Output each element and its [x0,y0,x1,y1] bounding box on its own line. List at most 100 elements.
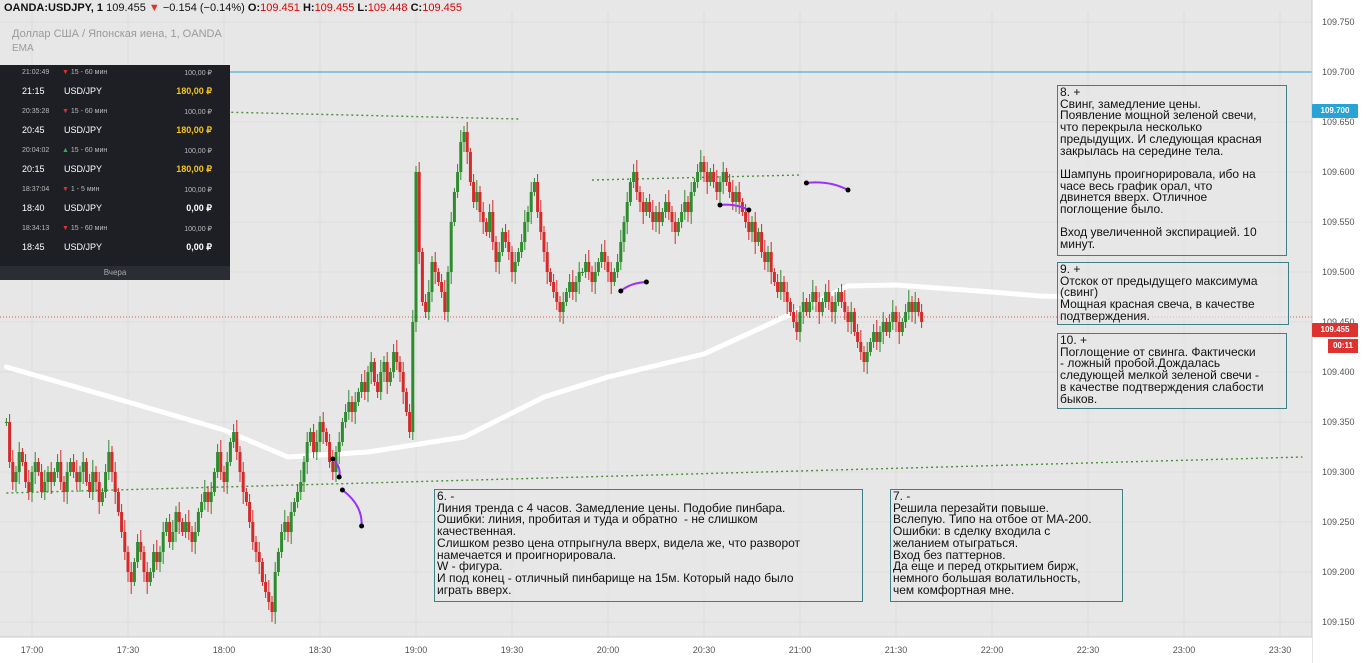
candle-body [78,472,82,482]
candle-body [504,232,508,242]
trade-expiry: 18:45 [22,242,45,252]
candle-body [260,562,264,582]
candle-body [596,262,600,272]
candle-body [273,572,277,612]
trade-duration-label: 15 - 60 мин [70,69,108,76]
candle-body [801,302,805,312]
trade-pair: USD/JPY [64,125,103,135]
time-tick-label: 18:00 [213,645,236,655]
trade-row[interactable]: 21:02:49 ▼ 15 - 60 мин 100,00 ₽ 21:15 USD/JP… [0,65,230,104]
candle-body [443,292,447,312]
time-axis-bg [0,637,1312,663]
note-6[interactable]: 6. - Линия тренда с 4 часов. Замедление … [434,489,863,602]
candle-body [452,192,456,222]
trade-row[interactable]: 18:37:04 ▼ 1 - 5 мин 100,00 ₽ 18:40 USD/JPY 0… [0,182,230,221]
time-tick-label: 21:30 [885,645,908,655]
candle-body [481,212,485,222]
candle-body [459,142,463,172]
trade-row[interactable]: 20:35:28 ▼ 15 - 60 мин 100,00 ₽ 20:45 USD/JP… [0,104,230,143]
candle-body [385,362,389,382]
arrow-down-icon: ▼ [62,186,69,193]
candle-body [507,242,511,252]
candle-body [30,472,34,492]
trade-row[interactable]: 18:34:13 ▼ 15 - 60 мин 100,00 ₽ 18:45 USD/JP… [0,221,230,260]
candle-body [315,442,319,452]
candle-body [174,512,178,532]
candle-body [760,232,764,252]
candle-body [865,352,869,362]
close-label: C: [410,2,423,14]
down-triangle-icon: ▼ [148,2,160,14]
price-tick-label: 109.650 [1322,117,1355,127]
candle-body [248,502,252,522]
trade-expiry: 20:45 [22,125,45,135]
candle-body [884,322,888,332]
candle-body [203,492,207,502]
candle-body [206,492,210,502]
candle-body [222,472,226,482]
candle-body [673,222,677,232]
note-9[interactable]: 9. + Отскок от предыдущего максимума (св… [1057,262,1289,325]
time-tick-label: 18:30 [309,645,332,655]
note-7[interactable]: 7. - Решила перезайти повыше. Вслепую. Т… [890,489,1123,602]
time-tick-label: 19:00 [405,645,428,655]
trade-exit-dot [746,207,752,213]
candle-body [145,572,149,582]
candle-body [692,182,696,192]
trade-exit-dot [359,523,365,529]
candle-body [424,302,428,312]
candle-body [510,252,514,272]
arrow-down-icon: ▼ [62,225,69,232]
candle-body [142,552,146,572]
candle-body [264,582,268,592]
candle-body [289,512,293,532]
time-tick-label: 20:30 [693,645,716,655]
candle-body [564,292,568,302]
trade-entry-dot [803,180,809,186]
candle-body [395,352,399,362]
candle-body [113,472,117,492]
candle-body [763,252,767,262]
candle-body [251,522,255,542]
candle-body [379,372,383,392]
candle-body [622,222,626,242]
candle-body [753,222,757,242]
candle-body [840,292,844,302]
time-axis[interactable]: 17:00 17:30 18:00 18:30 19:00 19:30 20:00 20:30… [0,636,1312,663]
candle-body [84,462,88,482]
candle-body [440,282,444,292]
candle-body [724,172,728,182]
trade-duration-label: 15 - 60 мин [70,225,108,232]
trades-footer[interactable]: Вчера [0,266,230,280]
candle-body [798,312,802,332]
high-label: H: [302,2,315,14]
trade-row[interactable]: 20:04:02 ▲ 15 - 60 мин 100,00 ₽ 20:15 USD/JP… [0,143,230,182]
trade-duration: ▼ 1 - 5 мин [62,186,99,193]
candle-body [392,352,396,372]
time-tick-label: 17:30 [117,645,140,655]
candle-body [232,432,236,442]
candle-body [91,472,95,492]
trade-duration: ▼ 15 - 60 мин [62,69,107,76]
candle-body [785,292,789,302]
candle-body [411,322,415,432]
candle-body [766,252,770,262]
candle-body [228,442,232,462]
trades-panel[interactable]: 21:02:49 ▼ 15 - 60 мин 100,00 ₽ 21:15 USD/JP… [0,65,230,280]
candle-body [769,252,773,272]
candle-body [657,212,661,222]
high-value: 109.455 [314,2,355,14]
candle-body [126,552,130,572]
price-tick-label: 109.350 [1322,417,1355,427]
note-8[interactable]: 8. + Свинг, замедление цены. Появление м… [1057,85,1287,256]
candle-body [788,302,792,312]
candle-body [52,472,56,482]
candle-body [88,482,92,492]
candle-body [705,172,709,182]
note-10[interactable]: 10. + Поглощение от свинга. Фактически -… [1057,333,1287,409]
indicator-label[interactable]: EMA [12,43,34,54]
candle-body [660,212,664,222]
candle-body [580,272,584,273]
candle-body [148,572,152,582]
candle-body [737,192,741,202]
